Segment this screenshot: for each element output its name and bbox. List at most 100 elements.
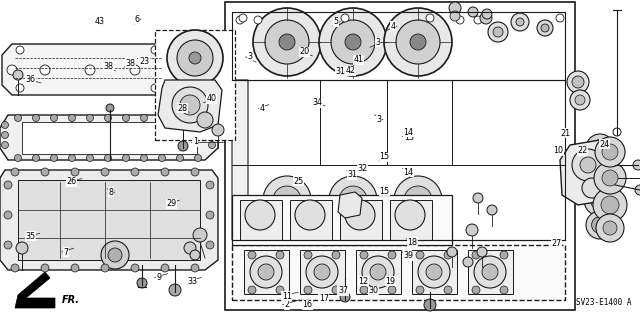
Text: 24: 24: [599, 140, 609, 149]
Circle shape: [137, 278, 147, 288]
Circle shape: [41, 168, 49, 176]
Bar: [22, 122, 197, 154]
Circle shape: [613, 128, 621, 136]
Text: 11: 11: [282, 292, 292, 300]
Circle shape: [584, 184, 616, 216]
Text: 42: 42: [346, 66, 356, 75]
Circle shape: [447, 247, 457, 257]
Circle shape: [345, 34, 361, 50]
Circle shape: [388, 251, 396, 259]
Circle shape: [580, 157, 596, 173]
Circle shape: [410, 34, 426, 50]
Polygon shape: [15, 272, 55, 308]
Circle shape: [189, 52, 201, 64]
Circle shape: [416, 286, 424, 294]
Circle shape: [195, 115, 202, 122]
Circle shape: [388, 286, 396, 294]
Circle shape: [191, 264, 199, 272]
Circle shape: [161, 264, 169, 272]
Circle shape: [151, 46, 159, 54]
Circle shape: [130, 65, 140, 75]
Text: 29: 29: [166, 199, 177, 208]
Circle shape: [206, 181, 214, 189]
Circle shape: [332, 286, 340, 294]
Bar: [18, 180, 200, 260]
Text: 12: 12: [358, 277, 369, 286]
Text: 3: 3: [247, 52, 252, 61]
Circle shape: [362, 256, 394, 288]
Circle shape: [633, 160, 640, 170]
Circle shape: [169, 284, 181, 296]
Circle shape: [86, 115, 93, 122]
Text: FR.: FR.: [62, 295, 80, 305]
Text: 10: 10: [553, 146, 563, 155]
Circle shape: [167, 30, 223, 86]
Bar: [155, 30, 235, 140]
Circle shape: [248, 251, 256, 259]
Circle shape: [594, 162, 626, 194]
Text: 38: 38: [104, 63, 114, 71]
Circle shape: [279, 34, 295, 50]
Circle shape: [160, 65, 170, 75]
Circle shape: [4, 211, 12, 219]
Circle shape: [603, 221, 617, 235]
Text: 2: 2: [284, 300, 289, 309]
Text: 15: 15: [380, 187, 390, 196]
Polygon shape: [0, 115, 218, 160]
Text: 4: 4: [260, 104, 265, 113]
Circle shape: [450, 11, 460, 21]
Circle shape: [474, 256, 506, 288]
Circle shape: [131, 168, 139, 176]
Circle shape: [86, 154, 93, 161]
Circle shape: [4, 241, 12, 249]
Polygon shape: [2, 44, 175, 95]
Circle shape: [209, 131, 216, 138]
Text: 18: 18: [407, 238, 417, 247]
Circle shape: [51, 154, 58, 161]
Circle shape: [122, 115, 129, 122]
Circle shape: [601, 196, 619, 214]
Circle shape: [424, 299, 436, 311]
Circle shape: [487, 205, 497, 215]
Circle shape: [245, 200, 275, 230]
Bar: [240, 200, 282, 240]
Circle shape: [590, 190, 610, 210]
Circle shape: [602, 170, 618, 186]
Polygon shape: [560, 140, 618, 205]
Circle shape: [1, 122, 8, 129]
Circle shape: [68, 115, 76, 122]
Circle shape: [341, 14, 349, 22]
Bar: [290, 200, 332, 240]
Circle shape: [178, 141, 188, 151]
Circle shape: [131, 264, 139, 272]
Bar: [225, 2, 575, 310]
Text: 26: 26: [67, 177, 77, 186]
Circle shape: [314, 264, 330, 280]
Text: 39: 39: [403, 251, 413, 260]
Circle shape: [449, 2, 461, 14]
Circle shape: [384, 8, 452, 76]
Text: 5: 5: [333, 17, 339, 26]
Circle shape: [586, 211, 614, 239]
Polygon shape: [232, 80, 248, 240]
Text: 33: 33: [187, 277, 197, 286]
Circle shape: [472, 251, 480, 259]
Circle shape: [273, 186, 301, 214]
Circle shape: [141, 115, 147, 122]
Circle shape: [340, 292, 350, 302]
Circle shape: [254, 16, 262, 24]
Polygon shape: [0, 170, 218, 270]
Circle shape: [190, 250, 200, 260]
Bar: [468, 250, 513, 294]
Circle shape: [593, 188, 627, 222]
Circle shape: [108, 248, 122, 262]
Circle shape: [575, 95, 585, 105]
Text: 38: 38: [125, 59, 136, 68]
Bar: [244, 250, 289, 294]
Circle shape: [122, 154, 129, 161]
Circle shape: [253, 8, 321, 76]
Circle shape: [263, 176, 311, 224]
Circle shape: [33, 154, 40, 161]
Bar: [340, 200, 382, 240]
Circle shape: [582, 178, 602, 198]
